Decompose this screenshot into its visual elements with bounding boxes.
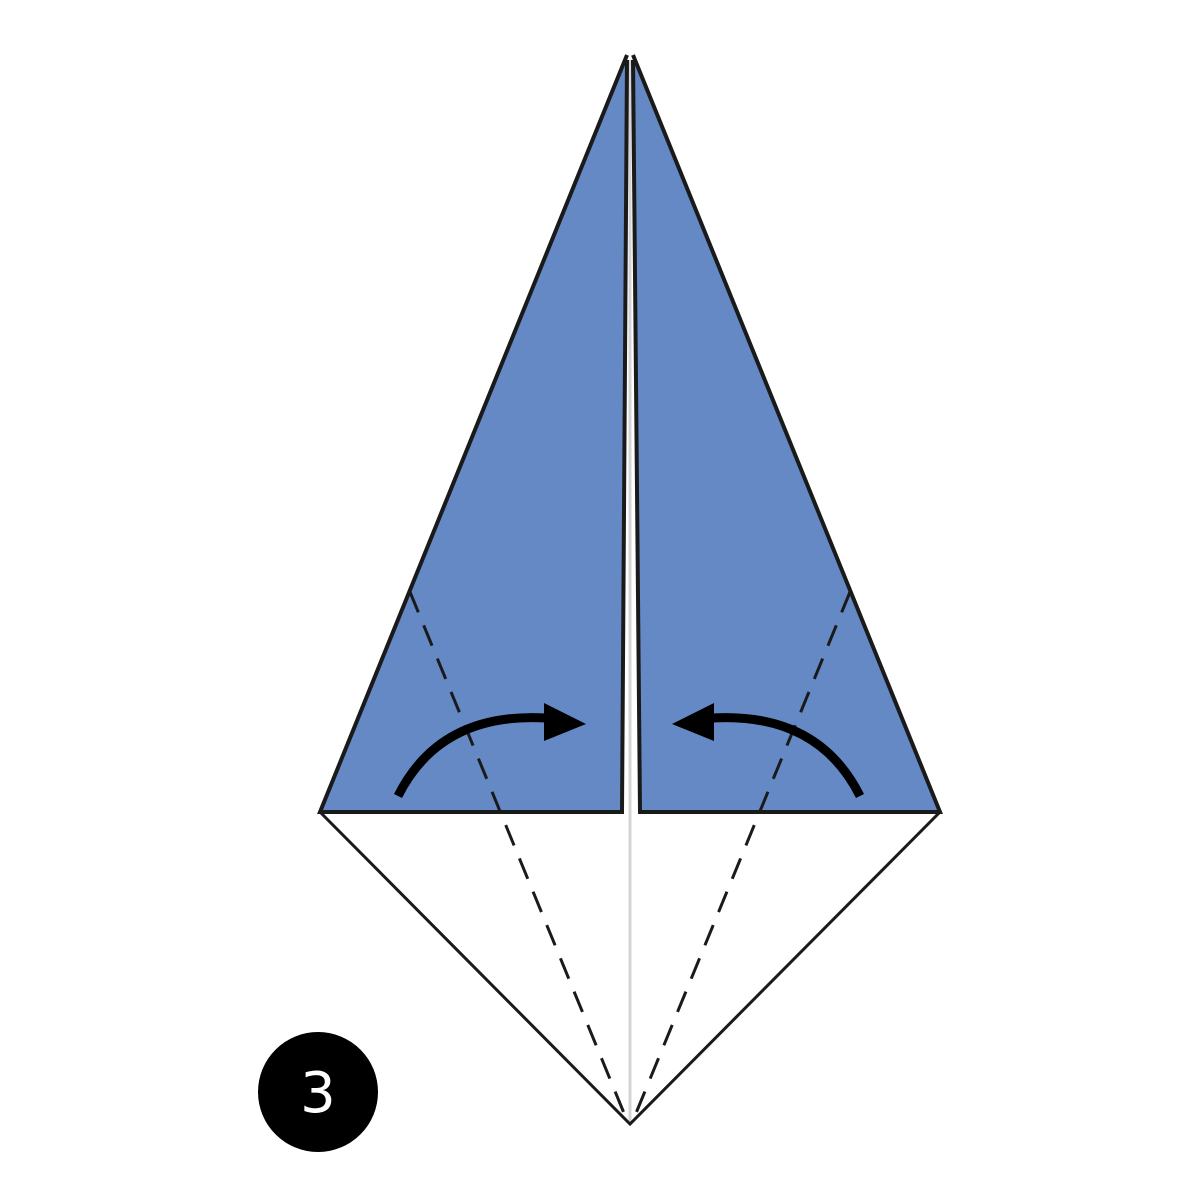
fold-left-arrow [711,713,865,799]
fold-left-arrowhead [672,703,714,741]
right-valley-fold-line [632,591,852,1119]
fold-right-arrowhead [544,703,586,741]
lower-diamond-outline [318,810,942,1127]
left-valley-fold-line [408,591,628,1119]
left-flap-outline [317,54,629,814]
step-number-badge [258,1032,378,1152]
right-flap-outline [631,54,943,814]
fold-right-arrow [393,713,547,799]
step-number-text: 3 [300,1061,336,1126]
